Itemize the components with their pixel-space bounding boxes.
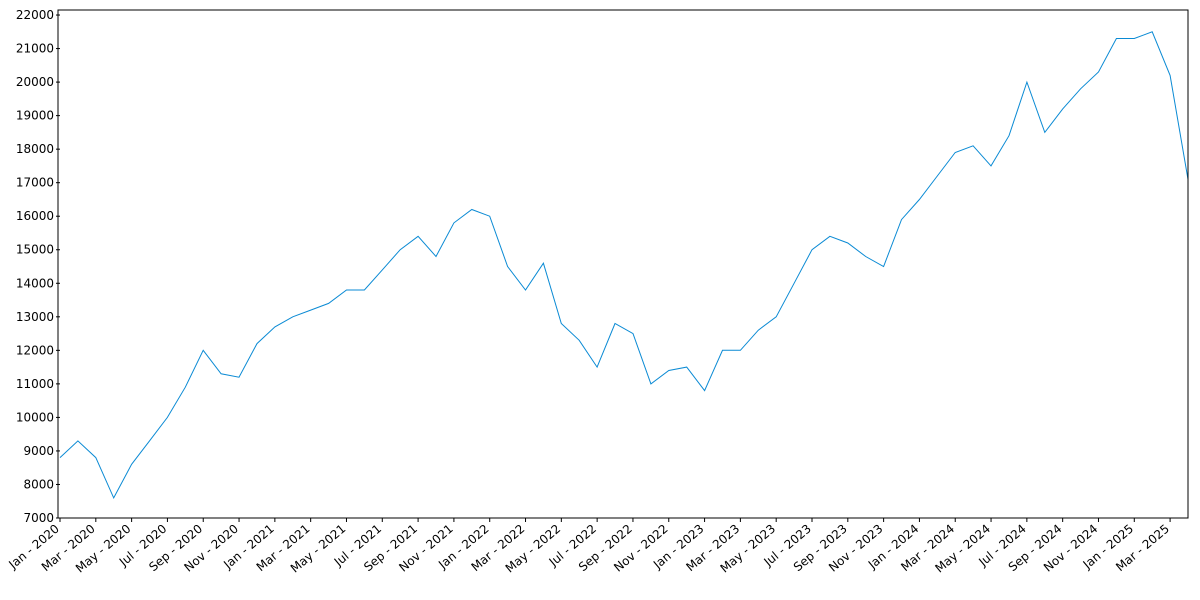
y-tick-label: 13000 [16, 310, 54, 324]
y-tick-label: 16000 [16, 209, 54, 223]
plot-frame [57, 9, 1189, 519]
y-tick-label: 14000 [16, 276, 54, 290]
y-tick-label: 15000 [16, 243, 54, 257]
y-tick-label: 18000 [16, 142, 54, 156]
y-tick-label: 9000 [23, 444, 54, 458]
data-line [59, 31, 1189, 500]
y-tick-label: 19000 [16, 109, 54, 123]
y-tick-label: 10000 [16, 410, 54, 424]
y-tick-label: 22000 [16, 8, 54, 22]
y-tick-label: 7000 [23, 511, 54, 525]
y-tick-label: 12000 [16, 343, 54, 357]
y-tick-label: 11000 [16, 377, 54, 391]
y-tick-label: 17000 [16, 176, 54, 190]
y-tick-label: 8000 [23, 477, 54, 491]
y-tick-label: 20000 [16, 75, 54, 89]
y-tick-label: 21000 [16, 42, 54, 56]
